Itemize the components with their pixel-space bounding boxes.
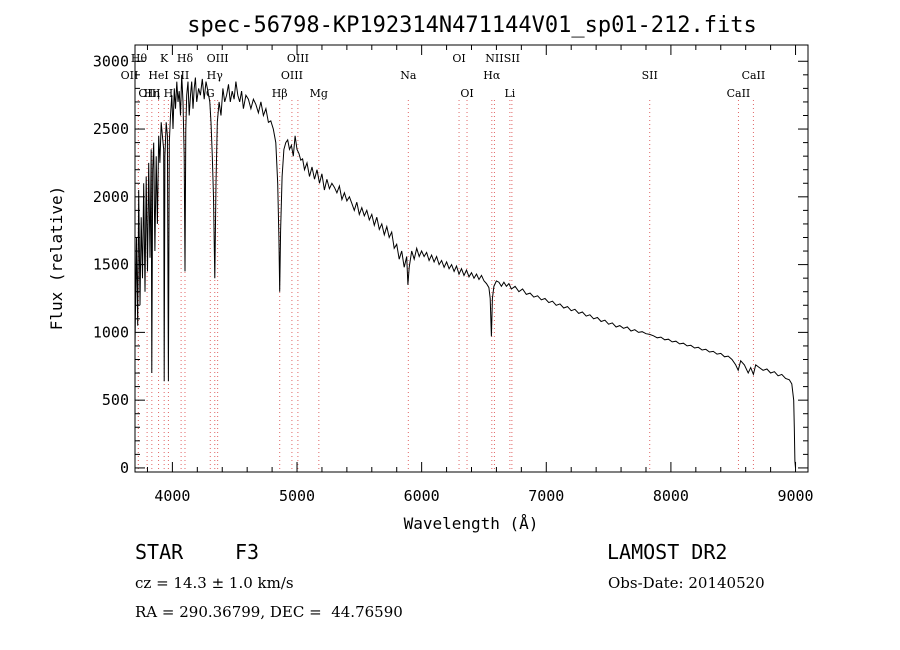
y-tick-label: 1500 [93,256,129,274]
x-tick-label: 5000 [279,487,315,505]
line-label: CaII [742,69,766,82]
coordinates: RA = 290.36799, DEC = 44.76590 [135,603,403,621]
line-label: K [160,52,169,65]
line-label: OI [452,52,465,65]
object-class: STAR [135,540,184,564]
line-label: Hα [483,69,501,82]
y-tick-label: 2500 [93,120,129,138]
object-subclass: F3 [235,540,260,564]
line-label: HeI [148,69,168,82]
spectrum-line [134,74,796,468]
line-markers [137,100,754,472]
line-label: G [206,87,215,100]
line-labels: OIIHθOIIIHηHeIKHSIIHδGOIIIHγHβOIIIOIIIMg… [121,52,766,100]
line-label: H [164,87,174,100]
x-axis-ticks: 4000 5000 6000 7000 8000 9000 [146,45,814,505]
line-label: SII [504,52,520,65]
line-label: Li [504,87,515,100]
x-tick-label: 8000 [653,487,689,505]
line-label: OII [121,69,139,82]
line-label: Hθ [131,52,148,65]
line-label: OIII [138,87,160,100]
x-tick-label: 9000 [777,487,813,505]
y-tick-label: 0 [120,459,129,477]
line-label: NII [485,52,503,65]
line-label: OIII [207,52,229,65]
y-tick-label: 1000 [93,323,129,341]
line-label: OIII [287,52,309,65]
line-label: Hγ [207,69,224,82]
line-label: CaII [727,87,751,100]
plot-frame [134,44,809,473]
line-label: SII [173,69,189,82]
line-label: SII [642,69,658,82]
x-tick-label: 6000 [404,487,440,505]
y-axis-ticks: 0 500 1000 1500 2000 2500 3000 [93,52,808,477]
line-label: OIII [281,69,303,82]
y-tick-label: 2000 [93,188,129,206]
line-label: Hδ [177,52,194,65]
line-label: Hη [144,87,160,100]
y-tick-label: 3000 [93,52,129,70]
line-label: Na [400,69,417,82]
y-tick-label: 500 [102,391,129,409]
x-tick-label: 4000 [154,487,190,505]
redshift-cz: cz = 14.3 ± 1.0 km/s [135,574,294,592]
x-axis-label: Wavelength (Å) [404,514,539,533]
chart-title: spec-56798-KP192314N471144V01_sp01-212.f… [187,13,757,38]
spectrum-chart: spec-56798-KP192314N471144V01_sp01-212.f… [47,13,814,533]
line-label: OI [460,87,473,100]
x-tick-label: 7000 [528,487,564,505]
line-label: Hβ [272,87,288,100]
observation-date: Obs-Date: 20140520 [608,574,765,592]
y-axis-label: Flux (relative) [47,186,66,331]
line-label: Mg [310,87,328,100]
survey-name: LAMOST DR2 [607,540,728,564]
